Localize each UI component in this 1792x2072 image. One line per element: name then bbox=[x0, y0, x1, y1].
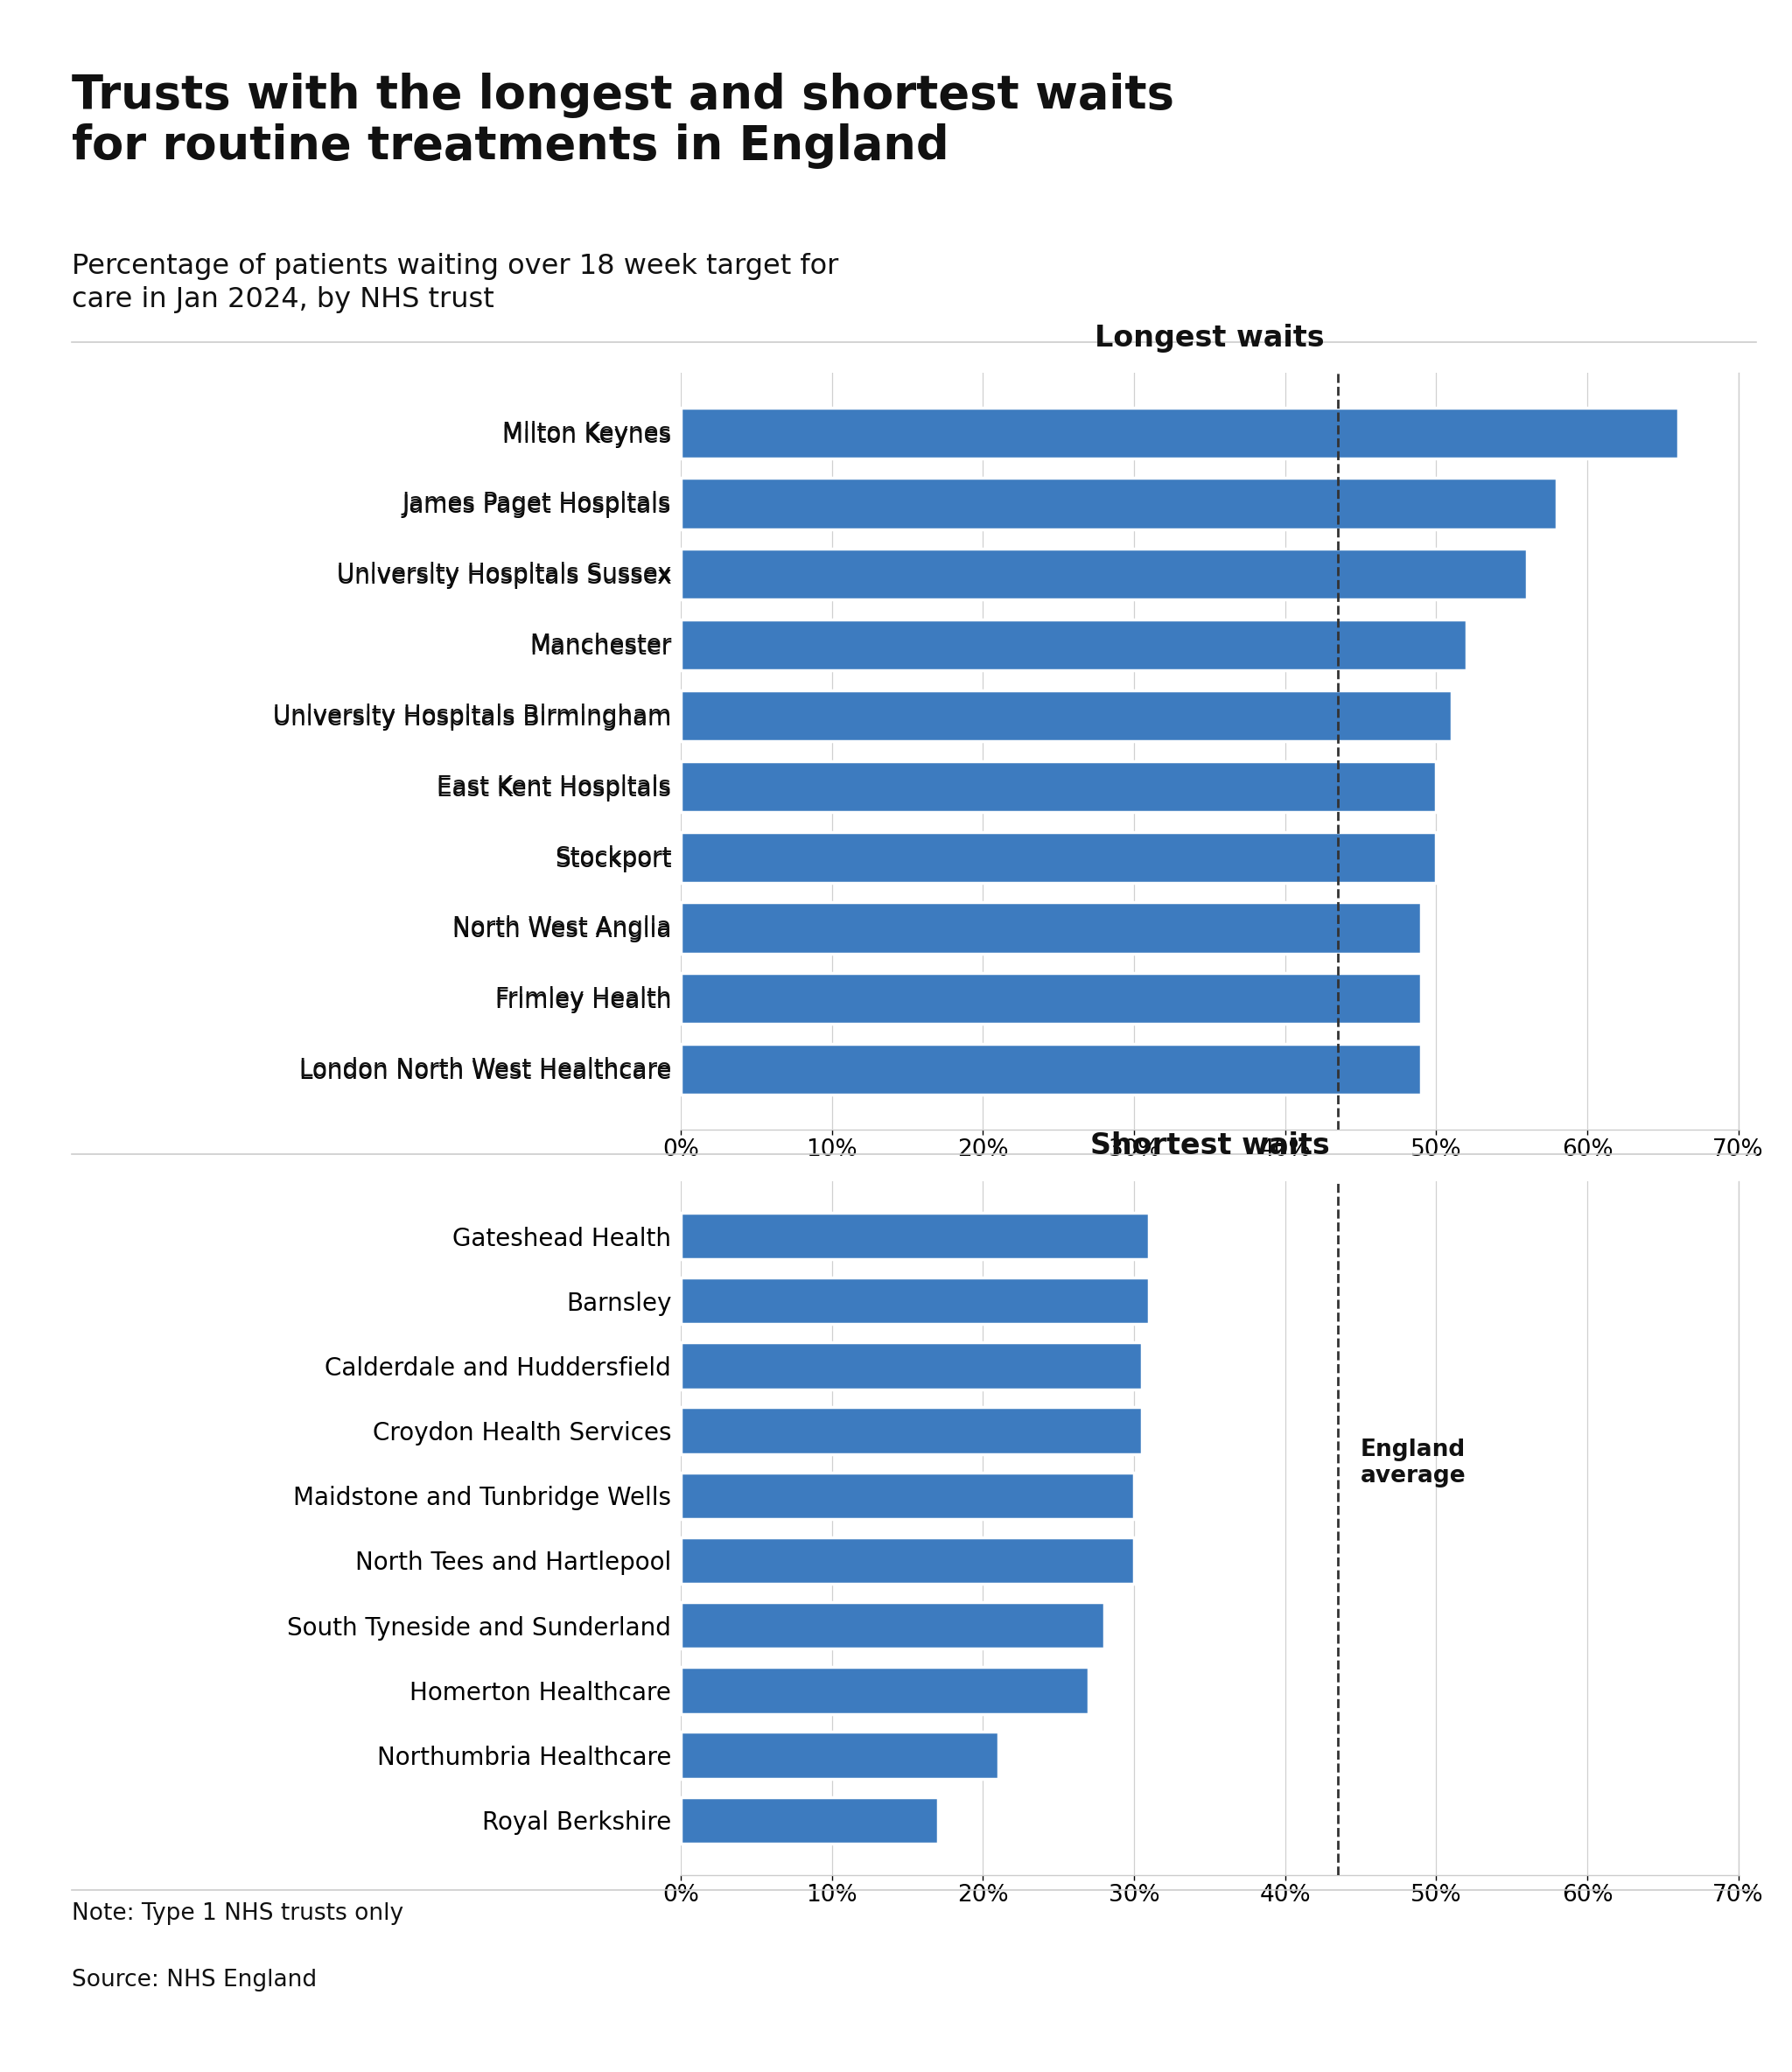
Text: East Kent Hospitals: East Kent Hospitals bbox=[437, 775, 672, 798]
Bar bbox=[681, 1212, 1149, 1260]
Bar bbox=[681, 1473, 1134, 1519]
Text: University Hospitals Sussex: University Hospitals Sussex bbox=[337, 562, 672, 586]
Text: Percentage of patients waiting over 18 week target for
care in Jan 2024, by NHS : Percentage of patients waiting over 18 w… bbox=[72, 253, 839, 313]
Text: James Paget Hospitals: James Paget Hospitals bbox=[401, 491, 672, 516]
Text: Longest waits: Longest waits bbox=[1095, 323, 1324, 352]
Bar bbox=[681, 1796, 937, 1844]
Text: Source: NHS England: Source: NHS England bbox=[72, 1968, 317, 1991]
Bar bbox=[681, 831, 1435, 883]
Bar bbox=[681, 1732, 998, 1778]
Text: Frimley Health: Frimley Health bbox=[495, 986, 672, 1011]
Text: North West Anglia: North West Anglia bbox=[452, 916, 672, 941]
Bar bbox=[681, 408, 1677, 458]
Text: Manchester: Manchester bbox=[529, 632, 672, 657]
Text: Trusts with the longest and shortest waits
for routine treatments in England: Trusts with the longest and shortest wai… bbox=[72, 73, 1174, 170]
Bar bbox=[681, 1668, 1090, 1714]
Bar bbox=[681, 903, 1421, 953]
Text: Shortest waits: Shortest waits bbox=[1090, 1131, 1330, 1160]
Text: England
average: England average bbox=[1360, 1438, 1466, 1488]
Bar bbox=[681, 1278, 1149, 1324]
Bar bbox=[681, 690, 1452, 742]
Text: Note: Type 1 NHS trusts only: Note: Type 1 NHS trusts only bbox=[72, 1902, 403, 1925]
Bar bbox=[681, 1407, 1142, 1455]
Text: BBC: BBC bbox=[1629, 1995, 1688, 2020]
Text: University Hospitals Birmingham: University Hospitals Birmingham bbox=[272, 704, 672, 727]
Bar bbox=[681, 549, 1527, 599]
Text: Milton Keynes: Milton Keynes bbox=[502, 421, 672, 445]
Bar bbox=[681, 620, 1466, 671]
Bar bbox=[681, 479, 1557, 528]
Bar bbox=[681, 974, 1421, 1024]
Bar bbox=[681, 1537, 1134, 1583]
Text: London North West Healthcare: London North West Healthcare bbox=[299, 1057, 672, 1082]
Bar bbox=[681, 1602, 1104, 1649]
Bar bbox=[681, 1343, 1142, 1388]
Bar bbox=[681, 1044, 1421, 1094]
Bar bbox=[681, 760, 1435, 812]
Text: Stockport: Stockport bbox=[554, 845, 672, 870]
